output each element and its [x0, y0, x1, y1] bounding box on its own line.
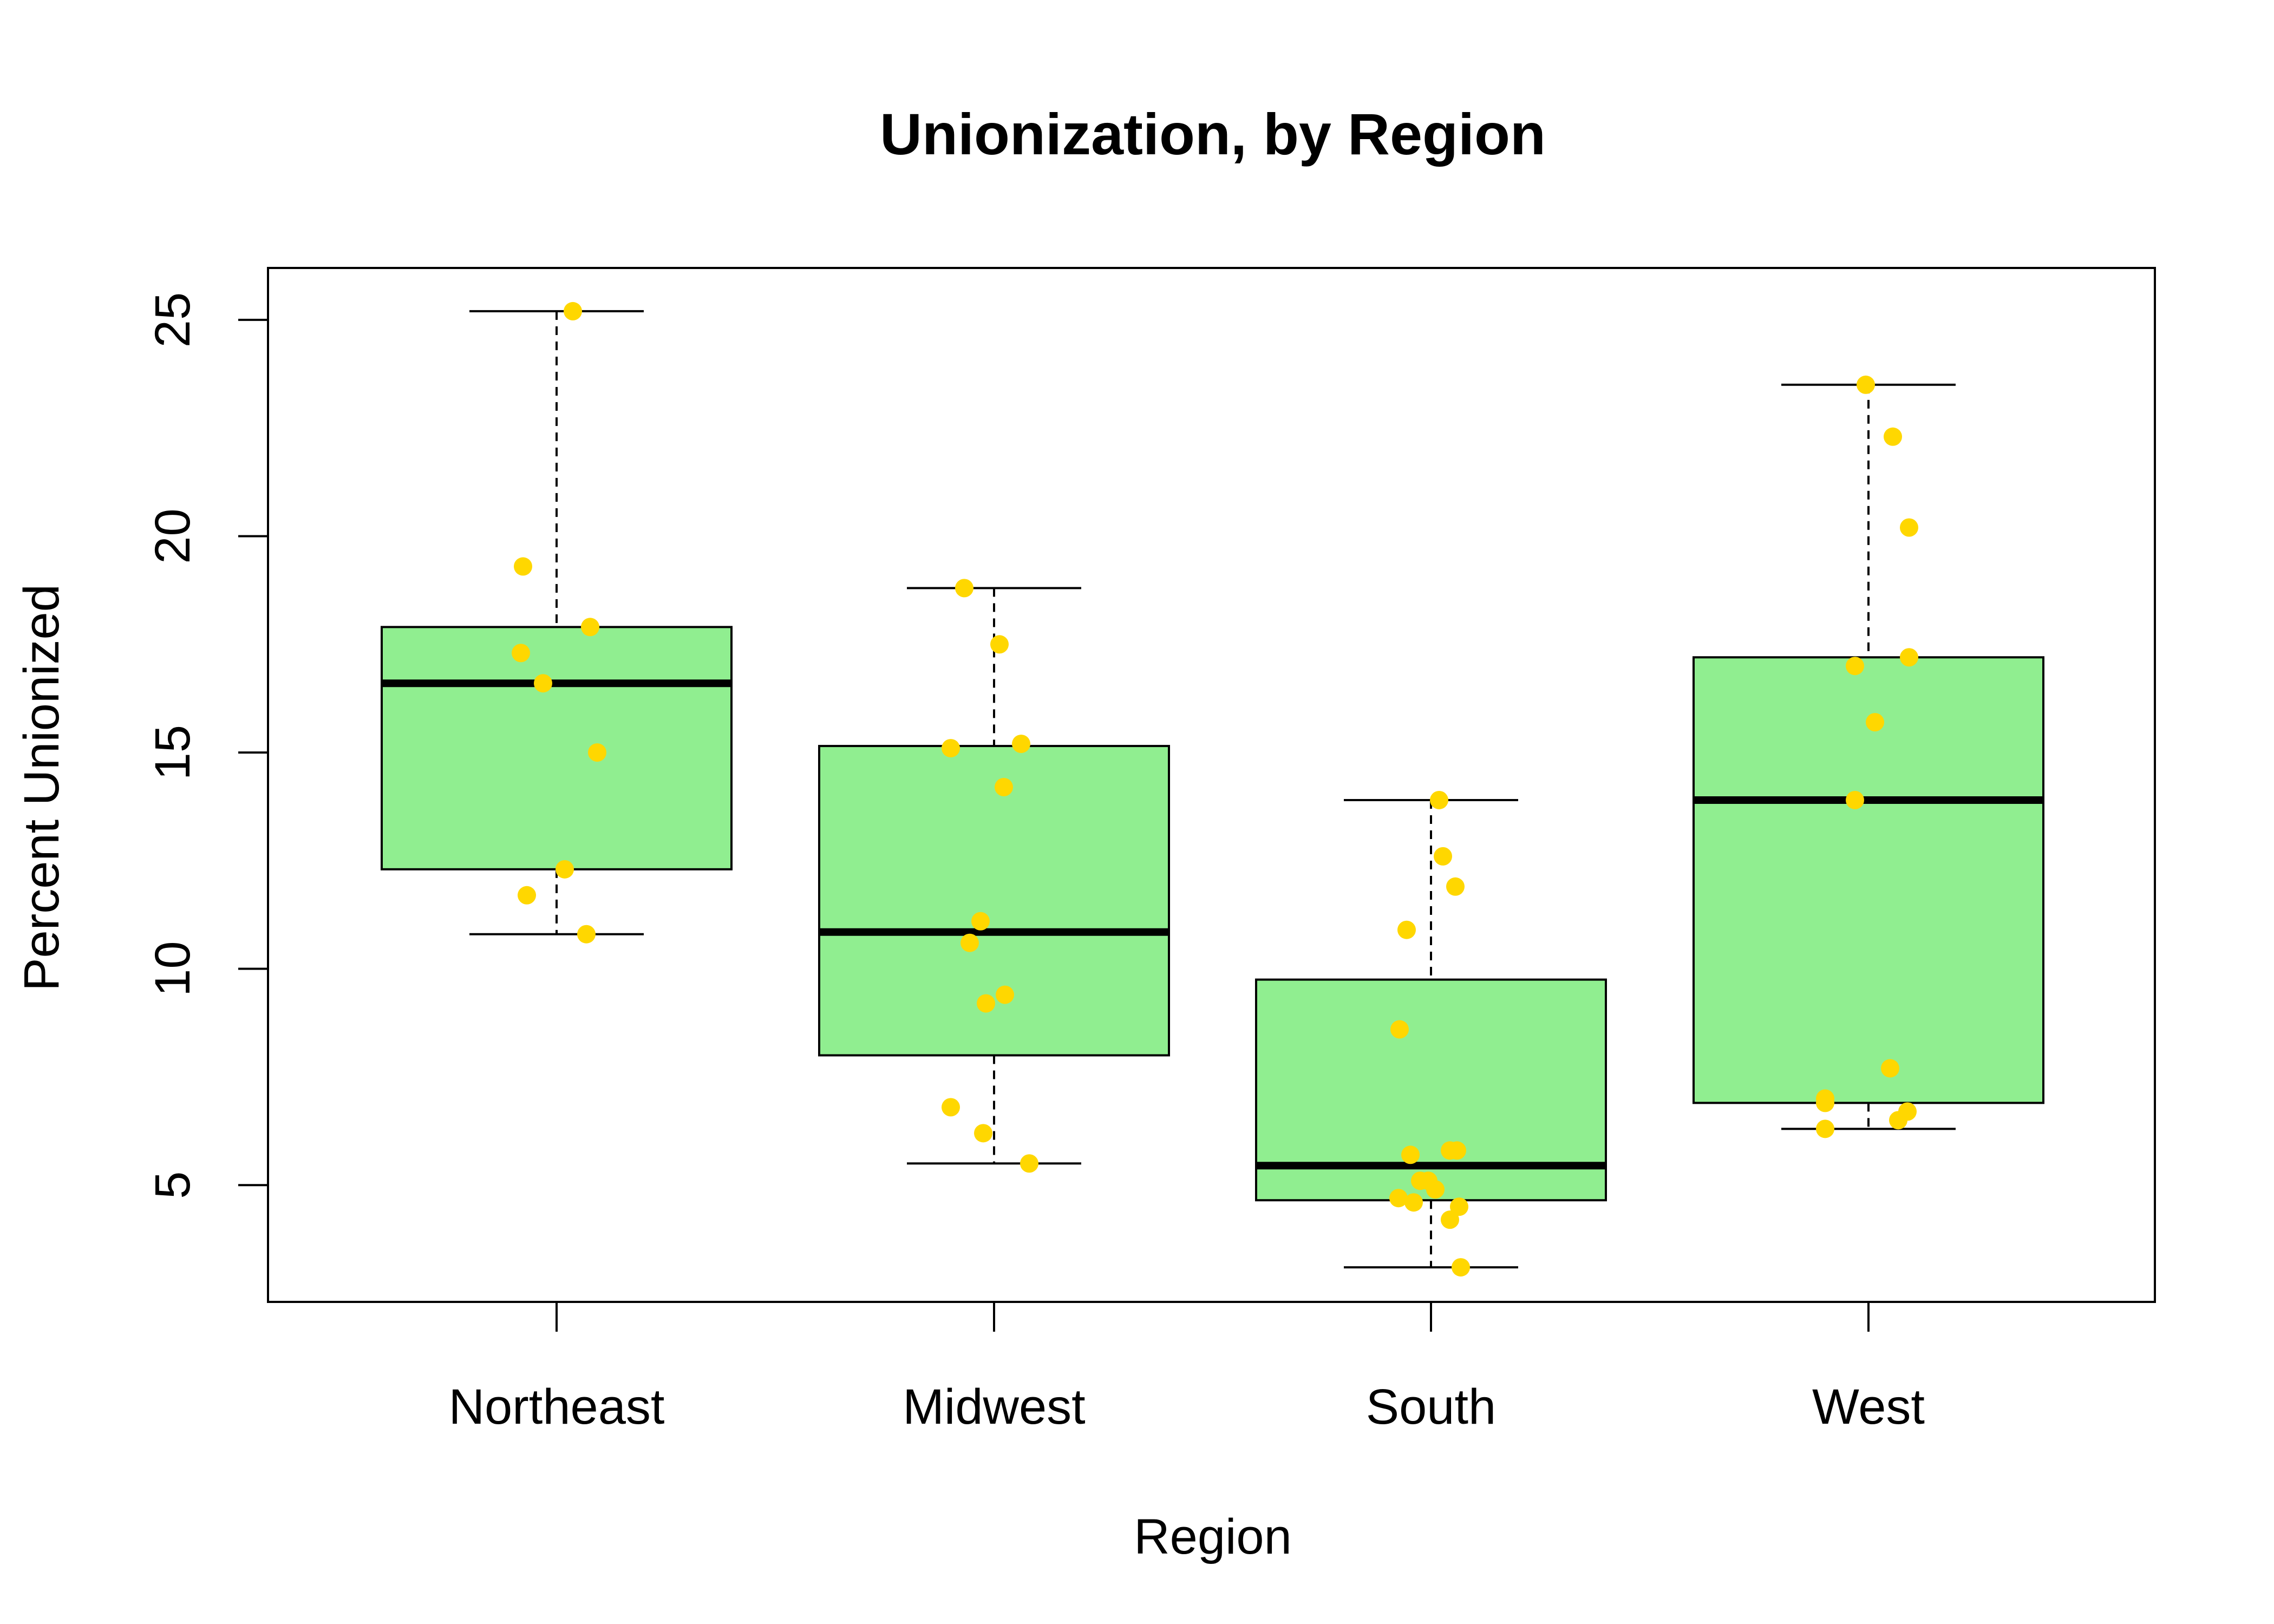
data-point: [942, 739, 960, 758]
data-point: [1884, 427, 1902, 446]
data-point: [1434, 847, 1452, 866]
data-point: [1448, 1141, 1466, 1160]
data-point: [1012, 735, 1030, 754]
data-point: [1404, 1193, 1423, 1212]
x-tick-label: Midwest: [903, 1379, 1085, 1435]
data-point: [512, 644, 530, 663]
data-point: [996, 985, 1014, 1004]
x-tick-label: South: [1366, 1379, 1496, 1435]
box-northeast: [381, 626, 733, 870]
data-point: [1426, 1180, 1445, 1199]
data-point: [1816, 1119, 1834, 1138]
data-point: [556, 860, 574, 879]
data-point: [1900, 648, 1918, 667]
y-tick-label: 25: [145, 292, 200, 348]
data-point: [960, 933, 979, 952]
data-point: [1446, 877, 1465, 896]
chart-title: Unionization, by Region: [880, 101, 1546, 167]
data-point: [534, 674, 552, 693]
data-point: [977, 994, 995, 1013]
data-point: [1452, 1258, 1470, 1277]
data-point: [581, 618, 599, 637]
plot-area: 5 10 15 20 25 Northeast Midwest South West: [145, 267, 2156, 1435]
data-point: [1846, 657, 1864, 676]
data-point: [971, 912, 990, 931]
data-point: [1430, 790, 1448, 809]
y-tick-label: 15: [145, 725, 200, 780]
x-axis-title: Region: [1134, 1509, 1292, 1564]
data-point: [1900, 518, 1918, 537]
box-west: [1693, 656, 2044, 1104]
y-axis-title: Percent Unionized: [14, 584, 69, 991]
plot-frame: [267, 267, 2156, 1303]
data-point: [514, 557, 532, 576]
data-point: [990, 635, 1009, 654]
data-point: [974, 1124, 992, 1143]
data-point: [1389, 1189, 1408, 1208]
data-point: [1866, 713, 1884, 732]
data-point: [1390, 1020, 1409, 1039]
data-point: [518, 886, 536, 905]
data-point: [1857, 375, 1875, 394]
box-midwest: [818, 745, 1170, 1057]
data-point: [577, 925, 596, 944]
y-tick-label: 20: [145, 508, 200, 564]
x-tick-label: West: [1812, 1379, 1925, 1435]
data-point: [995, 777, 1013, 796]
data-point: [564, 302, 582, 320]
x-tick-label: Northeast: [449, 1379, 665, 1435]
data-point: [1450, 1197, 1468, 1216]
data-point: [1020, 1154, 1038, 1173]
data-point: [1816, 1093, 1834, 1112]
data-point: [1881, 1059, 1899, 1078]
y-tick-label: 5: [145, 1171, 200, 1199]
data-point: [1441, 1210, 1459, 1229]
data-point: [1397, 920, 1416, 939]
data-point: [955, 579, 973, 598]
y-tick-label: 10: [145, 941, 200, 996]
data-point: [1846, 790, 1864, 809]
data-point: [588, 743, 606, 762]
data-point: [942, 1098, 960, 1117]
data-point: [1401, 1145, 1420, 1164]
data-point: [1889, 1111, 1907, 1130]
